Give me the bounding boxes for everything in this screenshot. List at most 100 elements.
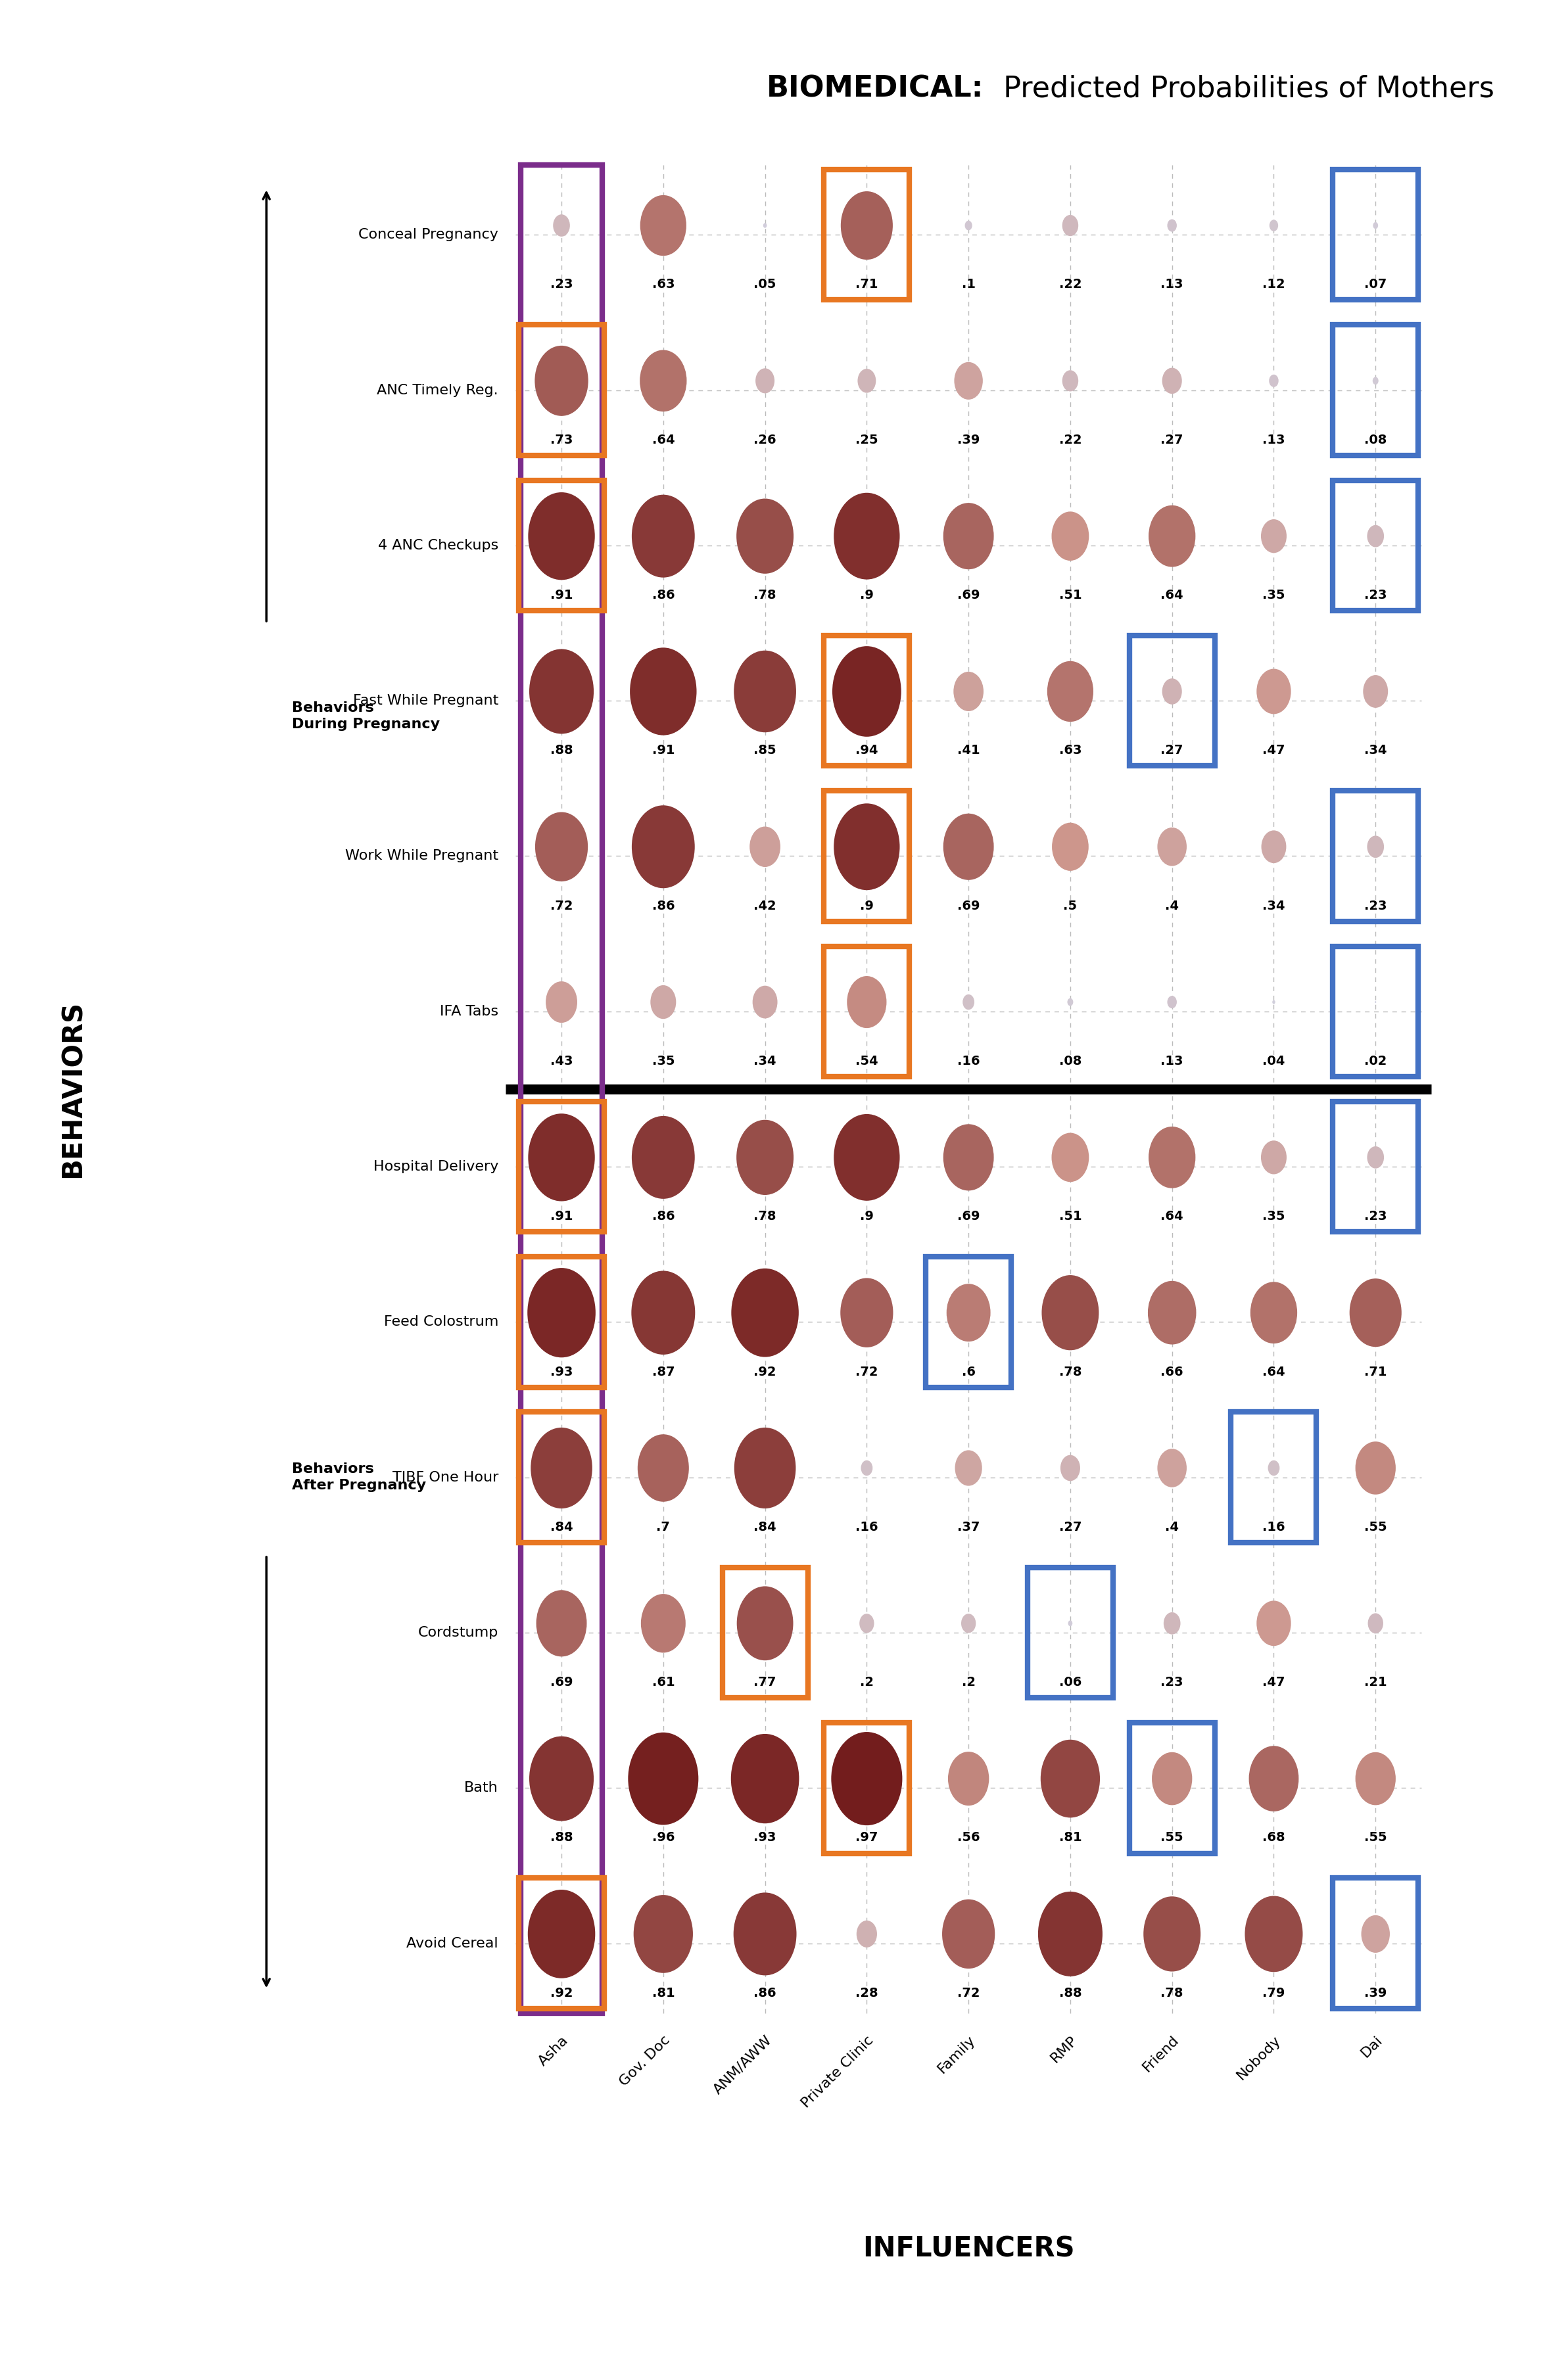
Ellipse shape — [554, 214, 569, 236]
Ellipse shape — [1167, 995, 1176, 1009]
Text: Nobody: Nobody — [1234, 2033, 1283, 2082]
Text: .41: .41 — [956, 745, 980, 757]
Text: Fast While Pregnant: Fast While Pregnant — [353, 695, 499, 707]
Text: .79: .79 — [1262, 1987, 1286, 1999]
Ellipse shape — [1152, 1752, 1192, 1804]
Ellipse shape — [1269, 374, 1278, 388]
Text: .92: .92 — [550, 1987, 572, 1999]
Text: Avoid Cereal: Avoid Cereal — [406, 1937, 499, 1949]
Ellipse shape — [734, 1892, 797, 1975]
Ellipse shape — [1248, 1747, 1298, 1811]
Text: .91: .91 — [550, 1209, 572, 1223]
Text: .51: .51 — [1058, 1209, 1082, 1223]
Text: .64: .64 — [1160, 1209, 1184, 1223]
Text: .84: .84 — [550, 1521, 572, 1533]
Text: .23: .23 — [1160, 1676, 1184, 1690]
Text: .78: .78 — [1058, 1366, 1082, 1378]
Text: .71: .71 — [1364, 1366, 1386, 1378]
Text: .93: .93 — [550, 1366, 572, 1378]
Ellipse shape — [1367, 526, 1385, 547]
Ellipse shape — [731, 1269, 798, 1357]
Text: .78: .78 — [754, 1209, 776, 1223]
Ellipse shape — [530, 650, 594, 733]
Ellipse shape — [964, 221, 972, 231]
Text: .78: .78 — [754, 588, 776, 602]
Text: .86: .86 — [754, 1987, 776, 1999]
Ellipse shape — [753, 985, 778, 1019]
Text: .9: .9 — [859, 900, 873, 912]
Text: Conceal Pregnancy: Conceal Pregnancy — [359, 228, 499, 240]
Ellipse shape — [530, 1737, 594, 1821]
Text: ANC Timely Reg.: ANC Timely Reg. — [376, 383, 499, 397]
Text: .13: .13 — [1160, 1054, 1184, 1066]
Text: .63: .63 — [652, 278, 674, 290]
Ellipse shape — [1163, 1611, 1181, 1635]
Text: .66: .66 — [1160, 1366, 1184, 1378]
Ellipse shape — [1367, 1147, 1385, 1169]
Ellipse shape — [1355, 1442, 1396, 1495]
Ellipse shape — [861, 1461, 873, 1476]
Ellipse shape — [949, 1752, 989, 1806]
Text: Cordstump: Cordstump — [419, 1626, 499, 1640]
Text: .84: .84 — [754, 1521, 776, 1533]
Ellipse shape — [1143, 1897, 1201, 1971]
Text: .34: .34 — [1262, 900, 1286, 912]
Text: Predicted Probabilities of Mothers: Predicted Probabilities of Mothers — [994, 74, 1494, 102]
Bar — [1231, 1411, 1317, 1542]
Ellipse shape — [632, 1271, 695, 1354]
Text: Family: Family — [935, 2033, 978, 2075]
Bar — [1333, 1102, 1419, 1233]
Bar — [1129, 635, 1215, 766]
Ellipse shape — [737, 1585, 793, 1661]
Ellipse shape — [1038, 1892, 1102, 1975]
Ellipse shape — [1261, 831, 1286, 864]
Bar — [519, 1411, 604, 1542]
Text: .08: .08 — [1364, 433, 1386, 445]
Text: .4: .4 — [1165, 1521, 1179, 1533]
Text: Hospital Delivery: Hospital Delivery — [373, 1159, 499, 1173]
Text: .07: .07 — [1364, 278, 1386, 290]
Ellipse shape — [1367, 835, 1385, 857]
Text: .16: .16 — [956, 1054, 980, 1066]
Text: .61: .61 — [652, 1676, 674, 1690]
Text: .54: .54 — [856, 1054, 878, 1066]
Bar — [521, 164, 602, 2013]
Bar — [519, 1878, 604, 2009]
Ellipse shape — [1250, 1283, 1297, 1345]
Text: Friend: Friend — [1140, 2033, 1181, 2075]
Bar — [519, 326, 604, 455]
Text: .25: .25 — [856, 433, 878, 445]
Ellipse shape — [640, 195, 687, 255]
Ellipse shape — [630, 647, 696, 735]
Bar — [1027, 1568, 1113, 1697]
Text: Behaviors
After Pregnancy: Behaviors After Pregnancy — [292, 1464, 426, 1492]
Ellipse shape — [737, 1121, 793, 1195]
Text: .78: .78 — [1160, 1987, 1184, 1999]
Bar — [825, 635, 909, 766]
Text: .9: .9 — [859, 588, 873, 602]
Text: .06: .06 — [1058, 1676, 1082, 1690]
Text: .43: .43 — [550, 1054, 572, 1066]
Text: .64: .64 — [1160, 588, 1184, 602]
Text: 4 ANC Checkups: 4 ANC Checkups — [378, 538, 499, 552]
Ellipse shape — [834, 1114, 900, 1202]
Ellipse shape — [651, 985, 676, 1019]
Text: .28: .28 — [856, 1987, 878, 1999]
Ellipse shape — [1047, 662, 1093, 721]
Bar — [825, 1723, 909, 1854]
Ellipse shape — [1060, 1454, 1080, 1480]
Text: Asha: Asha — [536, 2033, 571, 2068]
Ellipse shape — [1062, 371, 1079, 390]
Bar — [825, 790, 909, 921]
Ellipse shape — [1374, 221, 1378, 228]
Ellipse shape — [1052, 512, 1088, 562]
Ellipse shape — [831, 1733, 902, 1825]
Bar — [1333, 169, 1419, 300]
Text: .73: .73 — [550, 433, 572, 445]
Text: .6: .6 — [961, 1366, 975, 1378]
Ellipse shape — [1162, 678, 1182, 704]
Ellipse shape — [764, 224, 767, 228]
Bar — [1333, 947, 1419, 1076]
Text: .34: .34 — [1364, 745, 1386, 757]
Text: .93: .93 — [754, 1833, 776, 1845]
